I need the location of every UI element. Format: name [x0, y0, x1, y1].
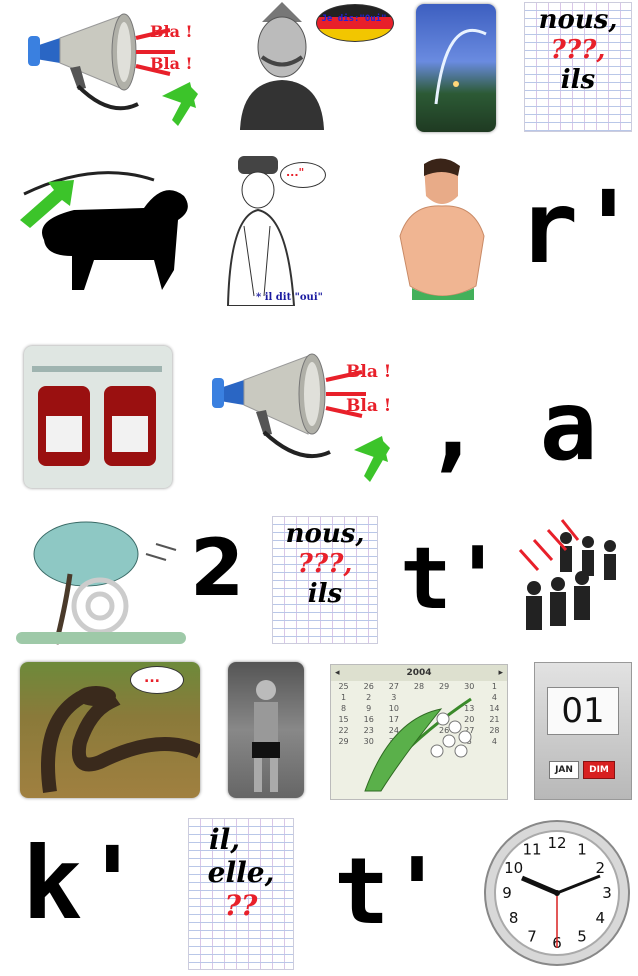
calendar-day-cell[interactable]: 15: [338, 715, 349, 724]
letter-t-apostrophe: t': [334, 838, 445, 945]
speech-bubble: [316, 4, 394, 42]
calendar-day-cell[interactable]: 1: [341, 693, 347, 702]
paper-line: elle,: [207, 856, 275, 889]
notebook-paper: nous, ???, ils: [272, 516, 378, 644]
calendar-day-cell[interactable]: 24: [388, 726, 399, 735]
calendar-day-cell[interactable]: 20: [464, 715, 475, 724]
notebook-paper: nous, ???, ils: [524, 2, 632, 132]
people-group-icon: [518, 519, 616, 630]
paper-line: ???,: [297, 549, 353, 579]
megaphone-icon: [212, 353, 390, 482]
paper-line: ils: [560, 65, 596, 95]
flip-calendar: 01 JAN DIM: [534, 662, 632, 800]
calendar-day-cell[interactable]: 16: [363, 715, 374, 724]
calendar-week-row: 15 16 17 20 21: [331, 714, 507, 725]
calendar-day-cell[interactable]: 4: [491, 737, 497, 746]
calendar-day-cell[interactable]: 28: [489, 726, 500, 735]
letter-k-apostrophe: k': [22, 825, 143, 942]
paper-line: nous,: [285, 519, 365, 549]
man-portrait: [226, 156, 296, 306]
speech-bubble: [130, 666, 184, 694]
calendar-day-cell[interactable]: 17: [388, 715, 399, 724]
calendar-day-cell[interactable]: 23: [363, 726, 374, 735]
notebook-paper: il, elle, ??: [188, 818, 294, 970]
caption: * il dit "oui": [256, 292, 323, 303]
digit-two: 2: [190, 524, 245, 614]
clock-number: 7: [527, 927, 537, 945]
flip-day: 01: [561, 691, 605, 731]
calendar-day-cell[interactable]: 1: [491, 682, 497, 691]
bla-text: Bla !: [346, 396, 392, 416]
lily-of-the-valley-icon: [364, 697, 472, 792]
calendar-year: 2004: [406, 668, 432, 678]
speech-bubble-text: ...: [144, 670, 160, 686]
calendar-widget: ◂ 2004 ▸ 25 26 27 28 29 30 1 1 2 3 4 8 9 10 13 14 15 16 17…: [330, 664, 508, 800]
clock-number: 9: [502, 884, 512, 902]
calendar-day-cell[interactable]: 30: [363, 737, 374, 746]
calendar-day-cell[interactable]: 26: [363, 682, 374, 691]
calendar-day-cell[interactable]: 10: [388, 704, 399, 713]
calendar-day-cell[interactable]: 4: [491, 693, 497, 702]
paper-line: ils: [307, 579, 343, 609]
clock-number: 8: [509, 909, 519, 927]
paper-line: ???,: [550, 35, 606, 65]
clock-number: 5: [577, 927, 587, 945]
calendar-day-cell[interactable]: 25: [338, 682, 349, 691]
calendar-day-cell[interactable]: 9: [366, 704, 372, 713]
clock-number: 10: [504, 859, 523, 877]
clock-number: 3: [602, 884, 612, 902]
calendar-day-cell[interactable]: 30: [464, 682, 475, 691]
calendar-day-cell[interactable]: 29: [338, 737, 349, 746]
speech-bubble-text: Je dis:"Oui": [321, 14, 387, 24]
letter-t-apostrophe: t': [400, 529, 504, 629]
calendar-week-row: 8 9 10 13 14: [331, 703, 507, 714]
calendar-day-cell[interactable]: 13: [464, 704, 475, 713]
calendar-week-row: 25 26 27 28 29 30 1: [331, 681, 507, 692]
paper-line: il,: [209, 823, 241, 856]
calendar-day-cell[interactable]: 21: [489, 715, 500, 724]
clock-number: 12: [547, 834, 566, 852]
calendar-day-cell[interactable]: 26: [439, 726, 450, 735]
calendar-day-cell[interactable]: 29: [439, 682, 450, 691]
paper-line: nous,: [538, 5, 618, 35]
strongman-photo: [228, 662, 304, 798]
calendar-week-row: 1 2 3 4: [331, 692, 507, 703]
flip-month: JAN: [549, 761, 579, 779]
bismarck-portrait: [232, 2, 332, 130]
calendar-day-cell[interactable]: 2: [366, 693, 372, 702]
calendar-day-cell[interactable]: 22: [338, 726, 349, 735]
bla-text: Bla !: [150, 22, 193, 41]
letter-r-apostrophe: r': [518, 169, 638, 286]
clock-number: 11: [522, 841, 541, 859]
calendar-day-cell[interactable]: 27: [388, 682, 399, 691]
thought-bubble: [280, 162, 326, 188]
wall-clock-icon: 121234567891011: [484, 820, 630, 966]
calendar-day-cell[interactable]: 8: [341, 704, 347, 713]
calendar-day-cell[interactable]: 14: [489, 704, 500, 713]
calendar-day-cell[interactable]: 28: [413, 682, 425, 691]
clock-number: 1: [577, 841, 587, 859]
thought-bubble-text: ...": [286, 166, 305, 179]
fountain-photo: [416, 4, 496, 132]
calendar-prev-button[interactable]: ◂: [335, 668, 340, 678]
dog-silhouette: [20, 171, 188, 290]
paper-line: ??: [224, 889, 258, 922]
man-torso: [399, 158, 485, 300]
calendar-next-button[interactable]: ▸: [498, 668, 503, 678]
blood-bags-photo: [24, 346, 172, 488]
clock-number: 4: [596, 909, 606, 927]
flip-weekday: DIM: [583, 761, 615, 779]
windy-tree-icon: [16, 521, 186, 645]
bla-text: Bla !: [150, 54, 193, 73]
megaphone-icon: [28, 13, 198, 126]
bla-text: Bla !: [346, 362, 392, 382]
flip-day-card: 01: [547, 687, 619, 735]
calendar-day-cell[interactable]: 3: [391, 693, 397, 702]
calendar-day-cell[interactable]: 27: [464, 726, 475, 735]
comma-a-text: , a: [424, 370, 598, 482]
clock-number: 2: [596, 859, 606, 877]
